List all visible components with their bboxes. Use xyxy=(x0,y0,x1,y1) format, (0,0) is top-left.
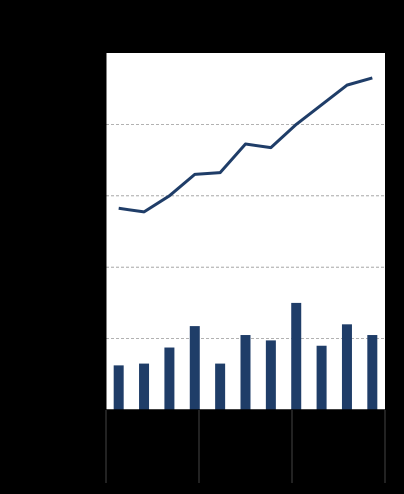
bar-series xyxy=(113,302,378,410)
gridlines xyxy=(106,124,385,340)
bar xyxy=(367,335,378,410)
bar xyxy=(240,335,251,410)
bar xyxy=(341,324,352,410)
line-series xyxy=(118,76,373,214)
bar xyxy=(215,363,226,410)
bar xyxy=(164,347,175,410)
bar xyxy=(265,340,276,410)
bar xyxy=(316,345,327,410)
bar xyxy=(139,363,150,410)
bar xyxy=(291,302,302,410)
bar xyxy=(189,326,200,410)
axes xyxy=(101,52,386,483)
bar xyxy=(113,365,124,410)
